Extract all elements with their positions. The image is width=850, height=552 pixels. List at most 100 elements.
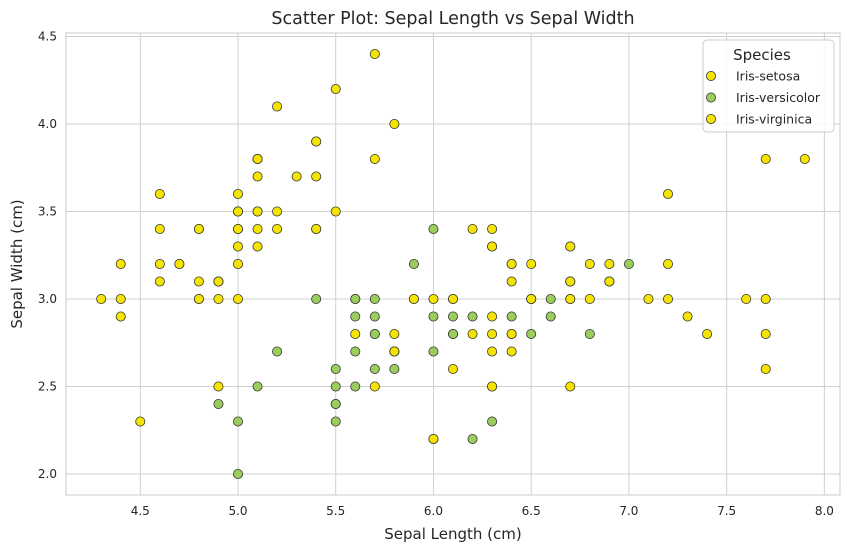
legend-marker xyxy=(706,92,717,103)
data-point-iris-setosa xyxy=(232,258,243,269)
data-point-iris-setosa xyxy=(252,241,263,252)
data-point-iris-virginica xyxy=(506,258,517,269)
data-point-iris-setosa xyxy=(369,49,380,60)
data-point-iris-virginica xyxy=(487,241,498,252)
data-point-iris-virginica xyxy=(584,293,595,304)
data-point-iris-virginica xyxy=(663,188,674,199)
data-point-iris-versicolor xyxy=(213,398,224,409)
x-tick-label: 7.5 xyxy=(717,504,736,518)
data-point-iris-versicolor xyxy=(232,416,243,427)
legend: Species Iris-setosa Iris-versicolor Iris-v… xyxy=(702,39,835,133)
data-point-iris-versicolor xyxy=(369,311,380,322)
data-point-iris-versicolor xyxy=(369,363,380,374)
data-point-iris-setosa xyxy=(252,171,263,182)
data-point-iris-virginica xyxy=(447,363,458,374)
data-point-iris-virginica xyxy=(506,276,517,287)
data-point-iris-versicolor xyxy=(623,258,634,269)
data-point-iris-setosa xyxy=(232,223,243,234)
data-point-iris-virginica xyxy=(428,433,439,444)
data-point-iris-virginica xyxy=(506,328,517,339)
y-tick-label: 4.5 xyxy=(38,30,57,44)
data-point-iris-virginica xyxy=(643,293,654,304)
data-point-iris-virginica xyxy=(467,328,478,339)
data-point-iris-virginica xyxy=(428,293,439,304)
data-point-iris-versicolor xyxy=(330,363,341,374)
data-point-iris-setosa xyxy=(272,101,283,112)
data-point-iris-setosa xyxy=(96,293,107,304)
y-axis-ticks: 2.0 2.5 3.0 3.5 4.0 4.5 xyxy=(38,30,57,482)
data-point-iris-virginica xyxy=(682,311,693,322)
data-point-iris-setosa xyxy=(213,276,224,287)
data-point-iris-setosa xyxy=(311,223,322,234)
data-point-iris-setosa xyxy=(291,171,302,182)
data-point-iris-virginica xyxy=(506,346,517,357)
data-point-iris-setosa xyxy=(252,153,263,164)
axes-frame xyxy=(65,32,841,496)
data-point-iris-virginica xyxy=(760,293,771,304)
data-point-iris-versicolor xyxy=(369,328,380,339)
data-point-iris-versicolor xyxy=(428,346,439,357)
x-tick-label: 6.5 xyxy=(522,504,541,518)
data-point-iris-setosa xyxy=(154,258,165,269)
data-point-iris-setosa xyxy=(193,293,204,304)
data-point-iris-versicolor xyxy=(232,468,243,479)
data-point-iris-virginica xyxy=(565,293,576,304)
x-tick-label: 5.0 xyxy=(228,504,247,518)
y-tick-label: 3.5 xyxy=(38,205,57,219)
data-point-iris-virginica xyxy=(369,381,380,392)
data-point-iris-virginica xyxy=(702,328,713,339)
legend-label: Iris-setosa xyxy=(736,69,800,84)
legend-title: Species xyxy=(733,46,791,64)
series-iris-virginica xyxy=(213,153,810,444)
data-point-iris-setosa xyxy=(174,258,185,269)
legend-label: Iris-versicolor xyxy=(736,90,821,105)
y-tick-label: 3.0 xyxy=(38,292,57,306)
data-point-iris-virginica xyxy=(741,293,752,304)
x-tick-label: 4.5 xyxy=(131,504,150,518)
data-point-iris-versicolor xyxy=(526,328,537,339)
data-point-iris-virginica xyxy=(565,276,576,287)
data-point-iris-virginica xyxy=(760,363,771,374)
data-point-iris-setosa xyxy=(311,136,322,147)
data-point-iris-virginica xyxy=(565,381,576,392)
data-point-iris-setosa xyxy=(330,206,341,217)
data-point-iris-setosa xyxy=(232,293,243,304)
data-point-iris-versicolor xyxy=(467,311,478,322)
data-point-iris-virginica xyxy=(663,258,674,269)
data-point-iris-versicolor xyxy=(545,311,556,322)
data-point-iris-setosa xyxy=(330,84,341,95)
data-point-iris-versicolor xyxy=(350,346,361,357)
data-point-iris-versicolor xyxy=(467,433,478,444)
data-point-iris-versicolor xyxy=(311,293,322,304)
data-point-iris-setosa xyxy=(232,188,243,199)
data-point-iris-versicolor xyxy=(272,346,283,357)
y-tick-label: 2.5 xyxy=(38,380,57,394)
data-point-iris-setosa xyxy=(154,276,165,287)
data-point-iris-versicolor xyxy=(487,416,498,427)
series-iris-setosa xyxy=(96,49,400,427)
data-point-iris-virginica xyxy=(760,328,771,339)
data-point-iris-setosa xyxy=(115,293,126,304)
data-point-iris-versicolor xyxy=(350,311,361,322)
data-point-iris-virginica xyxy=(389,346,400,357)
data-point-iris-setosa xyxy=(252,206,263,217)
data-point-iris-versicolor xyxy=(330,416,341,427)
data-point-iris-versicolor xyxy=(428,311,439,322)
data-point-iris-virginica xyxy=(467,223,478,234)
data-point-iris-setosa xyxy=(154,188,165,199)
x-tick-label: 7.0 xyxy=(619,504,638,518)
data-point-iris-virginica xyxy=(487,328,498,339)
data-point-iris-versicolor xyxy=(447,311,458,322)
legend-marker xyxy=(706,114,717,125)
legend-label: Iris-virginica xyxy=(736,112,812,127)
legend-marker xyxy=(706,71,717,82)
x-tick-label: 6.0 xyxy=(424,504,443,518)
data-point-iris-setosa xyxy=(272,206,283,217)
data-point-iris-virginica xyxy=(565,241,576,252)
data-point-iris-virginica xyxy=(350,328,361,339)
data-point-iris-versicolor xyxy=(369,293,380,304)
data-point-iris-setosa xyxy=(213,293,224,304)
data-point-iris-virginica xyxy=(487,346,498,357)
